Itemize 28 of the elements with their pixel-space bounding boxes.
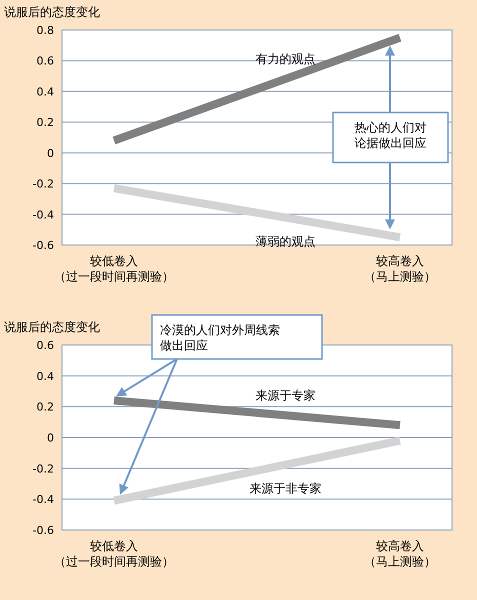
y-tick-label: 0.2 — [36, 116, 54, 130]
y-axis-title: 说服后的态度变化 — [4, 5, 100, 19]
series-label: 来源于专家 — [256, 388, 316, 402]
y-tick-label: -0.6 — [32, 524, 54, 537]
y-tick-label: 0 — [47, 146, 54, 160]
x-tick-label: 较高卷入（马上测验） — [364, 254, 436, 284]
y-tick-label: 0.6 — [36, 339, 54, 352]
annotation: 冷漠的人们对外周线索做出回应 — [160, 323, 280, 353]
series-label: 来源于非专家 — [250, 482, 322, 496]
y-tick-label: 0.4 — [36, 370, 54, 383]
y-tick-label: 0.2 — [36, 400, 54, 414]
y-tick-label: 0 — [47, 432, 54, 444]
y-tick-label: 0.4 — [36, 85, 54, 98]
y-tick-label: -0.4 — [32, 493, 54, 506]
y-tick-label: 0.6 — [36, 54, 54, 68]
annotation: 热心的人们对论据做出回应 — [354, 120, 426, 150]
y-tick-label: 0.8 — [36, 24, 54, 37]
y-tick-label: -0.2 — [32, 462, 54, 476]
y-tick-label: -0.2 — [32, 178, 54, 191]
y-tick-label: -0.6 — [32, 239, 54, 252]
series-label: 有力的观点 — [256, 52, 316, 66]
x-tick-label: 较低卷入（过一段时间再测验） — [54, 539, 174, 569]
x-tick-label: 较低卷入（过一段时间再测验） — [54, 254, 174, 284]
y-tick-label: -0.4 — [32, 208, 54, 222]
x-tick-label: 较高卷入（马上测验） — [364, 539, 436, 569]
picture-callout: 热心的人们对论据做出回应 — [332, 46, 449, 230]
y-axis-title: 说服后的态度变化 — [4, 320, 100, 334]
series-label: 薄弱的观点 — [256, 234, 316, 249]
